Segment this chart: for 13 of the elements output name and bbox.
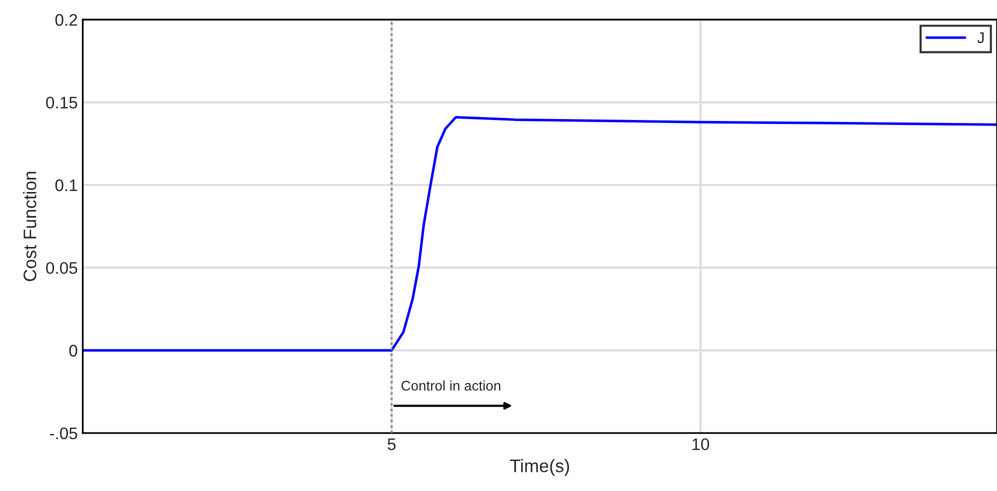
x-tick-label: 10: [692, 438, 710, 450]
annotation: Control in action: [401, 380, 500, 391]
y-tick-label: 0.2: [55, 14, 78, 26]
legend-label: J: [977, 32, 984, 44]
y-tick-label: 0.05: [46, 262, 78, 274]
y-tick-label: 0.1: [55, 179, 78, 192]
y-tick-label: 0: [69, 344, 78, 357]
y-axis-title: Cost Function: [23, 172, 36, 282]
x-axis-title: Time(s): [510, 459, 570, 476]
line-series: [82, 116, 997, 352]
y-tick-label: 0.15: [46, 96, 78, 109]
y-tick-label: -.05: [50, 427, 78, 440]
x-tick-label: 5: [388, 438, 396, 450]
